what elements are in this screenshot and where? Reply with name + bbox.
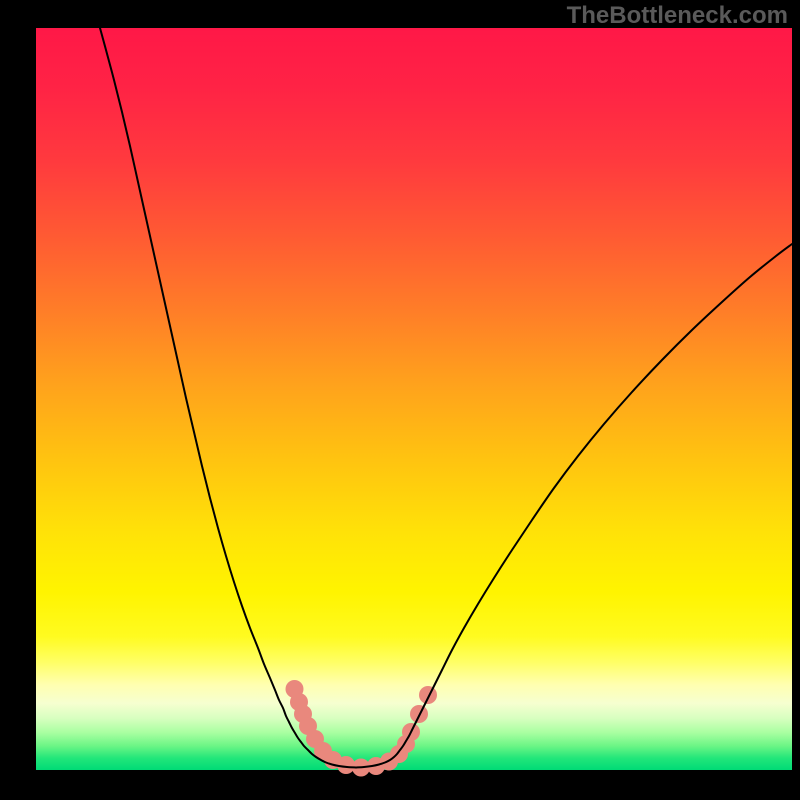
- left-curve: [100, 28, 356, 768]
- plot-area: [36, 28, 792, 770]
- marker-dot: [337, 756, 355, 774]
- marker-dot: [419, 686, 437, 704]
- watermark-text: TheBottleneck.com: [567, 2, 788, 30]
- chart-svg: [36, 28, 792, 770]
- marker-group: [286, 680, 438, 777]
- chart-frame: TheBottleneck.com: [0, 0, 800, 800]
